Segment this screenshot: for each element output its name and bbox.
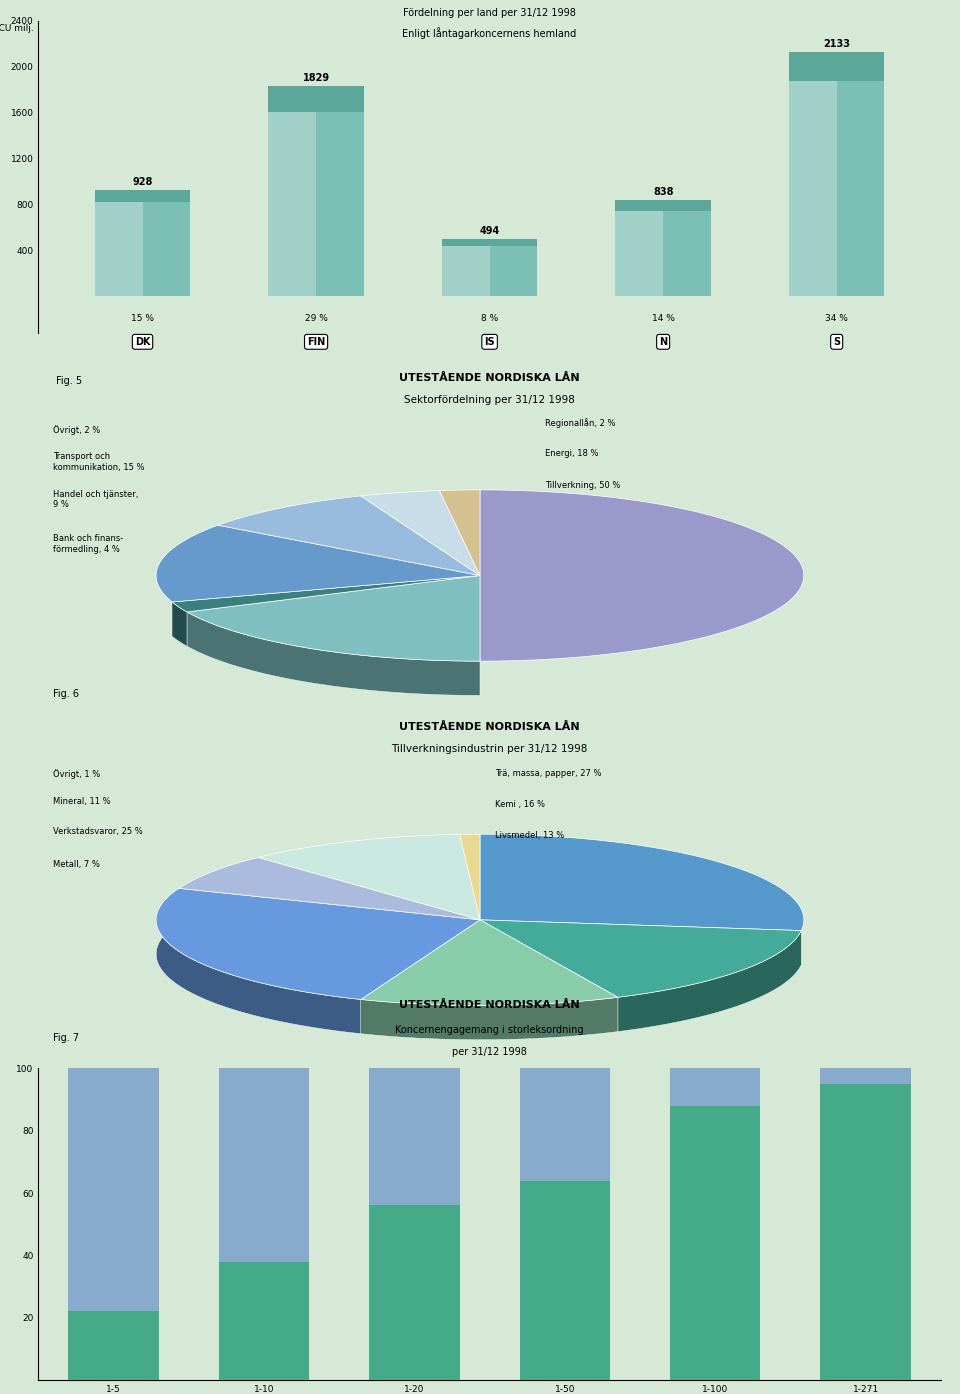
Polygon shape: [361, 920, 618, 1005]
Bar: [442, 240, 490, 296]
Text: Kemi , 16 %: Kemi , 16 %: [494, 800, 544, 809]
Polygon shape: [187, 612, 480, 696]
Text: IS: IS: [484, 337, 495, 347]
Polygon shape: [361, 997, 618, 1040]
Text: Mineral, 11 %: Mineral, 11 %: [53, 796, 110, 806]
Text: UTESTÅENDE NORDISKA LÅN: UTESTÅENDE NORDISKA LÅN: [399, 999, 580, 1009]
Polygon shape: [361, 491, 480, 576]
Bar: [789, 52, 884, 81]
Text: Energi, 18 %: Energi, 18 %: [544, 449, 598, 457]
Text: per 31/12 1998: per 31/12 1998: [452, 1047, 527, 1057]
Polygon shape: [187, 576, 480, 661]
Bar: [95, 190, 142, 296]
Text: UTESTÅENDE NORDISKA LÅN: UTESTÅENDE NORDISKA LÅN: [399, 374, 580, 383]
Text: 928: 928: [132, 177, 153, 187]
Bar: [615, 199, 710, 212]
Bar: [670, 1105, 760, 1380]
Polygon shape: [156, 526, 480, 602]
Text: 1829: 1829: [302, 74, 329, 84]
Text: Metall, 7 %: Metall, 7 %: [53, 860, 100, 868]
Bar: [519, 1181, 610, 1380]
Bar: [95, 190, 190, 296]
Text: Fig. 5: Fig. 5: [57, 376, 83, 386]
Text: Fördelning per land per 31/12 1998: Fördelning per land per 31/12 1998: [403, 8, 576, 18]
Text: Transport och
kommunikation, 15 %: Transport och kommunikation, 15 %: [53, 452, 145, 471]
Polygon shape: [480, 834, 804, 931]
Text: 34 %: 34 %: [826, 314, 848, 323]
Text: Övrigt, 2 %: Övrigt, 2 %: [53, 425, 101, 435]
Polygon shape: [172, 576, 480, 612]
Text: UTESTÅENDE NORDISKA LÅN: UTESTÅENDE NORDISKA LÅN: [399, 722, 580, 732]
Bar: [95, 190, 190, 202]
Polygon shape: [156, 888, 361, 1034]
Text: 14 %: 14 %: [652, 314, 675, 323]
Bar: [442, 240, 538, 247]
Bar: [68, 1068, 158, 1380]
Text: Verkstadsvaror, 25 %: Verkstadsvaror, 25 %: [53, 828, 143, 836]
Bar: [789, 52, 884, 296]
Text: Regionallån, 2 %: Regionallån, 2 %: [544, 418, 615, 428]
Bar: [615, 199, 710, 296]
Text: 8 %: 8 %: [481, 314, 498, 323]
Text: 29 %: 29 %: [304, 314, 327, 323]
Bar: [519, 1068, 610, 1380]
Bar: [370, 1206, 460, 1380]
Text: Koncernengagemang i storleksordning: Koncernengagemang i storleksordning: [396, 1025, 584, 1034]
Text: 15 %: 15 %: [131, 314, 154, 323]
Bar: [269, 86, 364, 112]
Polygon shape: [440, 489, 480, 576]
Text: 2133: 2133: [823, 39, 851, 49]
Polygon shape: [460, 834, 480, 920]
Text: Fig. 6: Fig. 6: [53, 689, 79, 698]
Text: Trä, massa, papper, 27 %: Trä, massa, papper, 27 %: [494, 769, 601, 778]
Text: Enligt låntagarkoncernens hemland: Enligt låntagarkoncernens hemland: [402, 26, 577, 39]
Text: Övrigt, 1 %: Övrigt, 1 %: [53, 769, 101, 779]
Polygon shape: [480, 489, 804, 661]
Text: N: N: [660, 337, 667, 347]
Polygon shape: [156, 888, 480, 999]
Text: ECU milj.: ECU milj.: [0, 24, 34, 33]
Text: Tillverkningsindustrin per 31/12 1998: Tillverkningsindustrin per 31/12 1998: [392, 744, 588, 754]
Bar: [219, 1068, 309, 1380]
Text: Sektorfördelning per 31/12 1998: Sektorfördelning per 31/12 1998: [404, 395, 575, 406]
Text: Livsmedel, 13 %: Livsmedel, 13 %: [494, 831, 564, 839]
Polygon shape: [179, 857, 480, 920]
Bar: [269, 86, 316, 296]
Bar: [670, 1068, 760, 1380]
Bar: [68, 1312, 158, 1380]
Bar: [442, 240, 538, 296]
Text: Tillverkning, 50 %: Tillverkning, 50 %: [544, 481, 620, 491]
Bar: [821, 1085, 911, 1380]
Polygon shape: [218, 496, 480, 576]
Bar: [821, 1068, 911, 1380]
Bar: [615, 199, 663, 296]
Polygon shape: [480, 920, 802, 997]
Polygon shape: [258, 835, 480, 920]
Text: FIN: FIN: [307, 337, 325, 347]
Bar: [219, 1262, 309, 1380]
Bar: [269, 86, 364, 296]
Text: 838: 838: [653, 187, 673, 197]
Text: Handel och tjänster,
9 %: Handel och tjänster, 9 %: [53, 489, 138, 509]
Text: Fig. 7: Fig. 7: [53, 1033, 80, 1043]
Text: 494: 494: [479, 226, 500, 237]
Text: DK: DK: [134, 337, 151, 347]
Text: S: S: [833, 337, 840, 347]
Text: Bank och finans-
förmedling, 4 %: Bank och finans- förmedling, 4 %: [53, 534, 124, 553]
Polygon shape: [618, 931, 802, 1032]
Bar: [370, 1068, 460, 1380]
Polygon shape: [172, 602, 187, 647]
Bar: [789, 52, 837, 296]
